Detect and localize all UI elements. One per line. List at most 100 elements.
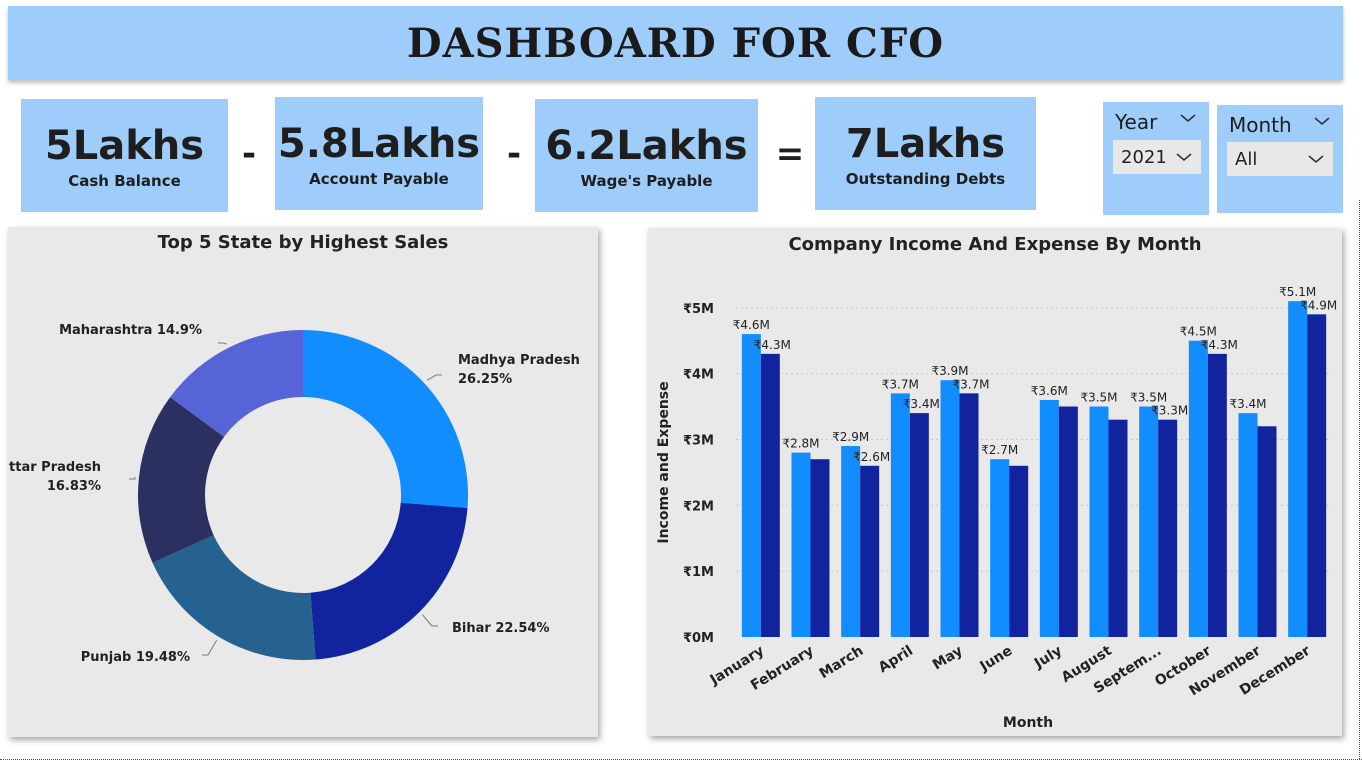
donut-slice[interactable] (137, 397, 225, 563)
kpi-account-payable: 5.8Lakhs Account Payable (275, 97, 483, 210)
canvas-edge (1359, 200, 1360, 759)
donut-slice[interactable] (303, 330, 468, 508)
month-slicer[interactable]: Month All (1217, 105, 1343, 213)
income-bar[interactable] (741, 334, 761, 637)
expense-bar[interactable] (1207, 353, 1227, 637)
bar-data-label: ₹3.7M (952, 377, 989, 391)
kpi-value: 5Lakhs (44, 122, 205, 169)
year-selected-value: 2021 (1121, 146, 1167, 168)
expense-bar[interactable] (1108, 419, 1128, 637)
x-axis-label: Month (1003, 715, 1053, 731)
x-tick-label: April (876, 643, 916, 676)
bar-data-label: ₹2.6M (853, 450, 890, 464)
bar-data-label: ₹3.5M (1080, 391, 1117, 405)
donut-data-label: Uttar Pradesh 16.83% (8, 460, 101, 494)
bar-data-label: ₹3.6M (1031, 384, 1068, 398)
income-bar[interactable] (1139, 406, 1159, 637)
kpi-cash-balance: 5Lakhs Cash Balance (21, 99, 228, 212)
y-tick-label: ₹3M (683, 433, 714, 448)
expense-bar[interactable] (760, 353, 780, 637)
x-tick-label: June (977, 643, 1016, 675)
chevron-down-icon (1176, 153, 1192, 162)
year-dropdown[interactable]: 2021 (1113, 140, 1201, 174)
kpi-label: Wage's Payable (580, 171, 713, 190)
bar-data-label: ₹3.3M (1151, 404, 1188, 418)
income-bar[interactable] (940, 380, 960, 637)
chevron-down-icon[interactable] (1179, 112, 1197, 124)
expense-bar[interactable] (909, 413, 929, 637)
bar-data-label: ₹3.4M (1229, 397, 1266, 411)
month-slicer-title: Month (1229, 113, 1292, 137)
expense-bar[interactable] (1009, 465, 1029, 637)
donut-data-label: Madhya Pradesh 26.25% (458, 353, 580, 387)
bar-chart-panel: Company Income And Expense By Month ₹0M ₹… (648, 228, 1342, 736)
x-tick-label: May (930, 643, 966, 674)
kpi-outstanding-debts: 7Lakhs Outstanding Debts (815, 97, 1036, 210)
income-bar[interactable] (1188, 340, 1208, 637)
donut-chart-title: Top 5 State by Highest Sales (157, 232, 449, 253)
year-slicer[interactable]: Year 2021 (1103, 102, 1209, 215)
bar-data-label: ₹3.4M (903, 397, 940, 411)
kpi-value: 6.2Lakhs (545, 122, 748, 169)
donut-leader-line (218, 342, 227, 345)
kpi-label: Outstanding Debts (845, 169, 1006, 188)
donut-leader-line (129, 477, 136, 480)
expense-bar[interactable] (1158, 419, 1178, 637)
y-axis-label: Income and Expense (656, 381, 672, 543)
bar-data-label: ₹4.9M (1300, 298, 1337, 312)
kpi-value: 5.8Lakhs (277, 120, 481, 167)
x-tick-label: March (817, 643, 867, 682)
donut-leader-line (421, 614, 438, 627)
income-bar[interactable] (890, 393, 910, 637)
donut-leader-line (426, 374, 442, 381)
expense-bar[interactable] (1257, 426, 1277, 637)
income-bar[interactable] (841, 446, 861, 637)
year-slicer-title: Year (1115, 110, 1158, 134)
expense-bar[interactable] (810, 459, 830, 637)
bar-data-label: ₹2.9M (832, 430, 869, 444)
expense-bar[interactable] (1307, 314, 1327, 637)
bar-data-label: ₹2.8M (782, 437, 819, 451)
bar-chart: ₹0M ₹1M ₹2M ₹3M ₹4M ₹5M Income and Expense Mont… (656, 285, 1337, 731)
minus-operator: - (241, 134, 257, 174)
expense-bar[interactable] (1058, 406, 1078, 637)
page-title: DASHBOARD FOR CFO (406, 19, 945, 67)
donut-data-label: Bihar 22.54% (452, 621, 549, 636)
donut-chart: Madhya Pradesh 26.25% Bihar 22.54% Punjab 1… (8, 323, 580, 665)
bar-chart-title: Company Income And Expense By Month (788, 234, 1202, 255)
bar-data-label: ₹2.7M (981, 443, 1018, 457)
donut-chart-panel: Top 5 State by Highest Sales Madhya Prad… (8, 227, 598, 737)
bar-data-label: ₹4.6M (733, 318, 770, 332)
income-bar[interactable] (1039, 399, 1059, 637)
month-selected-value: All (1235, 148, 1258, 170)
bar-data-label: ₹4.5M (1180, 325, 1217, 339)
y-tick-label: ₹4M (683, 368, 714, 383)
expense-bar[interactable] (959, 393, 979, 637)
expense-bar[interactable] (860, 465, 880, 637)
bar-data-label: ₹3.7M (882, 377, 919, 391)
y-tick-label: ₹0M (683, 631, 714, 646)
donut-slice[interactable] (310, 502, 468, 660)
income-bar[interactable] (1238, 413, 1258, 637)
bar-data-label: ₹5.1M (1279, 285, 1316, 299)
chevron-down-icon[interactable] (1313, 115, 1331, 127)
equals-operator: = (775, 134, 805, 174)
donut-data-label: Punjab 19.48% (81, 650, 190, 665)
header-bar: DASHBOARD FOR CFO (8, 6, 1343, 80)
bar-data-label: ₹3.5M (1130, 391, 1167, 405)
chevron-down-icon (1308, 155, 1324, 164)
y-tick-label: ₹2M (683, 499, 714, 514)
donut-slice[interactable] (170, 330, 303, 437)
bar-data-label: ₹3.9M (931, 364, 968, 378)
kpi-value: 7Lakhs (845, 120, 1006, 167)
income-bar[interactable] (791, 452, 811, 637)
month-dropdown[interactable]: All (1227, 142, 1333, 176)
donut-slice[interactable] (152, 535, 316, 660)
income-bar[interactable] (990, 459, 1010, 637)
y-tick-label: ₹1M (683, 565, 714, 580)
income-bar[interactable] (1288, 301, 1308, 637)
kpi-wages-payable: 6.2Lakhs Wage's Payable (535, 99, 758, 212)
bar-data-label: ₹4.3M (1201, 338, 1238, 352)
income-bar[interactable] (1089, 406, 1109, 637)
y-tick-label: ₹5M (683, 302, 714, 317)
